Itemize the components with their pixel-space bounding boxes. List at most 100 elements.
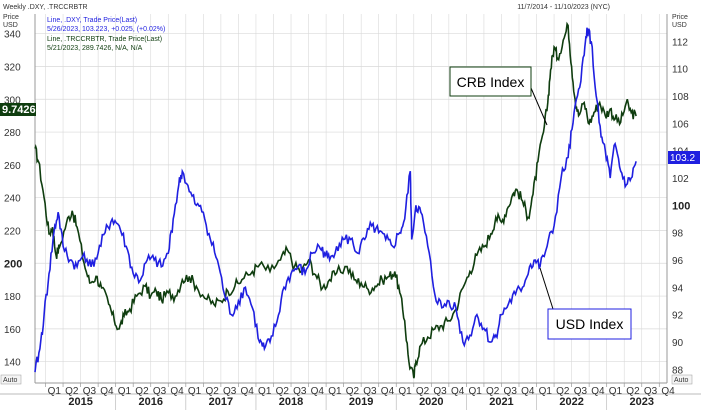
badge-dxy-last: 103.2 (668, 151, 700, 164)
badge-crb-last: 9.7426 (0, 103, 36, 116)
quarter-label: Q2 (135, 386, 149, 397)
right-tick-label: 108 (672, 92, 689, 103)
left-tick-label: 200 (4, 258, 22, 270)
left-tick-label: 260 (4, 161, 21, 172)
quarter-label: Q4 (170, 386, 184, 397)
annotation-crb-box (449, 66, 532, 97)
year-label: 2018 (279, 396, 303, 408)
quarter-label: Q2 (626, 386, 640, 397)
quarter-label: Q4 (311, 386, 325, 397)
left-axis-ticks: 140 160 180 200 220 240 260 280 300 320 340 (4, 30, 22, 369)
legend-dxy-name: Line, .DXY, Trade Price(Last) (47, 17, 137, 24)
right-axis-price-label: Price (672, 14, 688, 21)
right-tick-label: 112 (672, 37, 688, 48)
quarter-label: Q3 (363, 386, 377, 397)
gridlines (35, 14, 667, 383)
right-tick-label: 110 (672, 65, 688, 76)
quarter-label: Q1 (258, 386, 272, 397)
annotation-usd-label: USD Index (556, 316, 624, 332)
auto-button-left-label: Auto (3, 377, 18, 384)
right-tick-label: 100 (672, 200, 690, 212)
year-label: 2020 (419, 396, 443, 408)
quarter-label: Q1 (48, 386, 62, 397)
left-tick-label: 320 (4, 62, 21, 73)
quarter-label: Q2 (556, 386, 570, 397)
auto-button-right[interactable]: Auto (671, 374, 693, 385)
right-tick-label: 106 (672, 119, 689, 130)
badge-dxy-last-value: 103.2 (670, 153, 695, 164)
quarter-label: Q3 (504, 386, 518, 397)
legend-dxy-value: 5/26/2023, 103.223, +0.025, (+0.02%) (47, 26, 165, 33)
x-axis-ticks: Q1 Q2 Q3 Q4 Q1 Q2 Q3 Q4 Q1 Q2 Q3 Q4 Q1 Q2 Q3 Q4 Q1 Q2 Q3 Q4… (45, 383, 675, 410)
date-range: 11/7/2014 - 11/10/2023 (NYC) (517, 4, 610, 11)
year-label: 2022 (559, 396, 583, 408)
quarter-label: Q3 (153, 386, 167, 397)
quarter-label: Q3 (574, 386, 588, 397)
quarter-label: Q4 (451, 386, 465, 397)
legend-crb-value: 5/21/2023, 289.7426, N/A, N/A (47, 45, 143, 52)
quarter-label: Q2 (276, 386, 290, 397)
year-label: 2021 (489, 396, 513, 408)
quarter-label: Q3 (223, 386, 237, 397)
quarter-label: Q2 (346, 386, 360, 397)
right-tick-label: 88 (672, 365, 684, 376)
right-tick-label: 92 (672, 311, 684, 322)
auto-button-right-label: Auto (674, 377, 689, 384)
quarter-label: Q3 (433, 386, 447, 397)
year-label: 2017 (209, 396, 233, 408)
year-label: 2016 (138, 396, 162, 408)
chart-title: Weekly .DXY, .TRCCRBTR (3, 4, 88, 11)
right-tick-label: 102 (672, 174, 689, 185)
auto-button-left[interactable]: Auto (0, 374, 22, 385)
quarter-label: Q2 (486, 386, 500, 397)
quarter-label: Q3 (83, 386, 97, 397)
right-axis-unit-label: USD (672, 22, 687, 29)
left-axis-price-label: Price (3, 14, 19, 21)
quarter-label: Q3 (644, 386, 658, 397)
left-tick-label: 140 (4, 358, 21, 369)
quarter-label: Q1 (328, 386, 342, 397)
left-tick-label: 340 (4, 30, 21, 41)
quarter-label: Q4 (661, 386, 675, 397)
badge-crb-last-value: 9.7426 (2, 104, 36, 116)
year-label: 2023 (630, 396, 654, 408)
legend-crb-name: Line, .TRCCRBTR, Trade Price(Last) (47, 36, 162, 43)
series-line-dxy (34, 27, 637, 373)
left-tick-label: 300 (4, 95, 21, 106)
legend: Line, .DXY, Trade Price(Last) 5/26/2023,… (47, 17, 165, 52)
annotation-usd-box (547, 308, 632, 340)
quarter-label: Q1 (468, 386, 482, 397)
quarter-label: Q4 (100, 386, 114, 397)
annotation-crb-pointer (530, 87, 548, 126)
left-tick-label: 240 (4, 194, 21, 205)
left-tick-label: 280 (4, 128, 21, 139)
quarter-label: Q4 (241, 386, 255, 397)
quarter-label: Q2 (65, 386, 79, 397)
left-tick-label: 160 (4, 325, 21, 336)
year-label: 2015 (68, 396, 92, 408)
quarter-label: Q2 (205, 386, 219, 397)
quarter-label: Q2 (416, 386, 430, 397)
quarter-label: Q1 (118, 386, 132, 397)
quarter-label: Q1 (539, 386, 553, 397)
quarter-label: Q1 (188, 386, 202, 397)
right-tick-label: 98 (672, 229, 684, 240)
quarter-label: Q1 (609, 386, 623, 397)
quarter-label: Q4 (591, 386, 605, 397)
quarter-label: Q4 (381, 386, 395, 397)
annotation-crb-label: CRB Index (457, 74, 525, 90)
annotation-crb: CRB Index (449, 66, 548, 126)
quarter-label: Q1 (398, 386, 412, 397)
right-tick-label: 94 (672, 283, 684, 294)
quarter-label: Q4 (521, 386, 535, 397)
right-tick-label: 90 (672, 338, 684, 349)
quarter-label: Q3 (293, 386, 307, 397)
right-tick-label: 96 (672, 256, 684, 267)
series-line-crb (34, 21, 637, 379)
annotation-usd-pointer (539, 267, 554, 310)
year-label: 2019 (349, 396, 373, 408)
right-axis-ticks: 889092949698100102104106108110112 (672, 37, 690, 376)
left-tick-label: 220 (4, 226, 21, 237)
annotation-usd: USD Index (539, 267, 632, 340)
